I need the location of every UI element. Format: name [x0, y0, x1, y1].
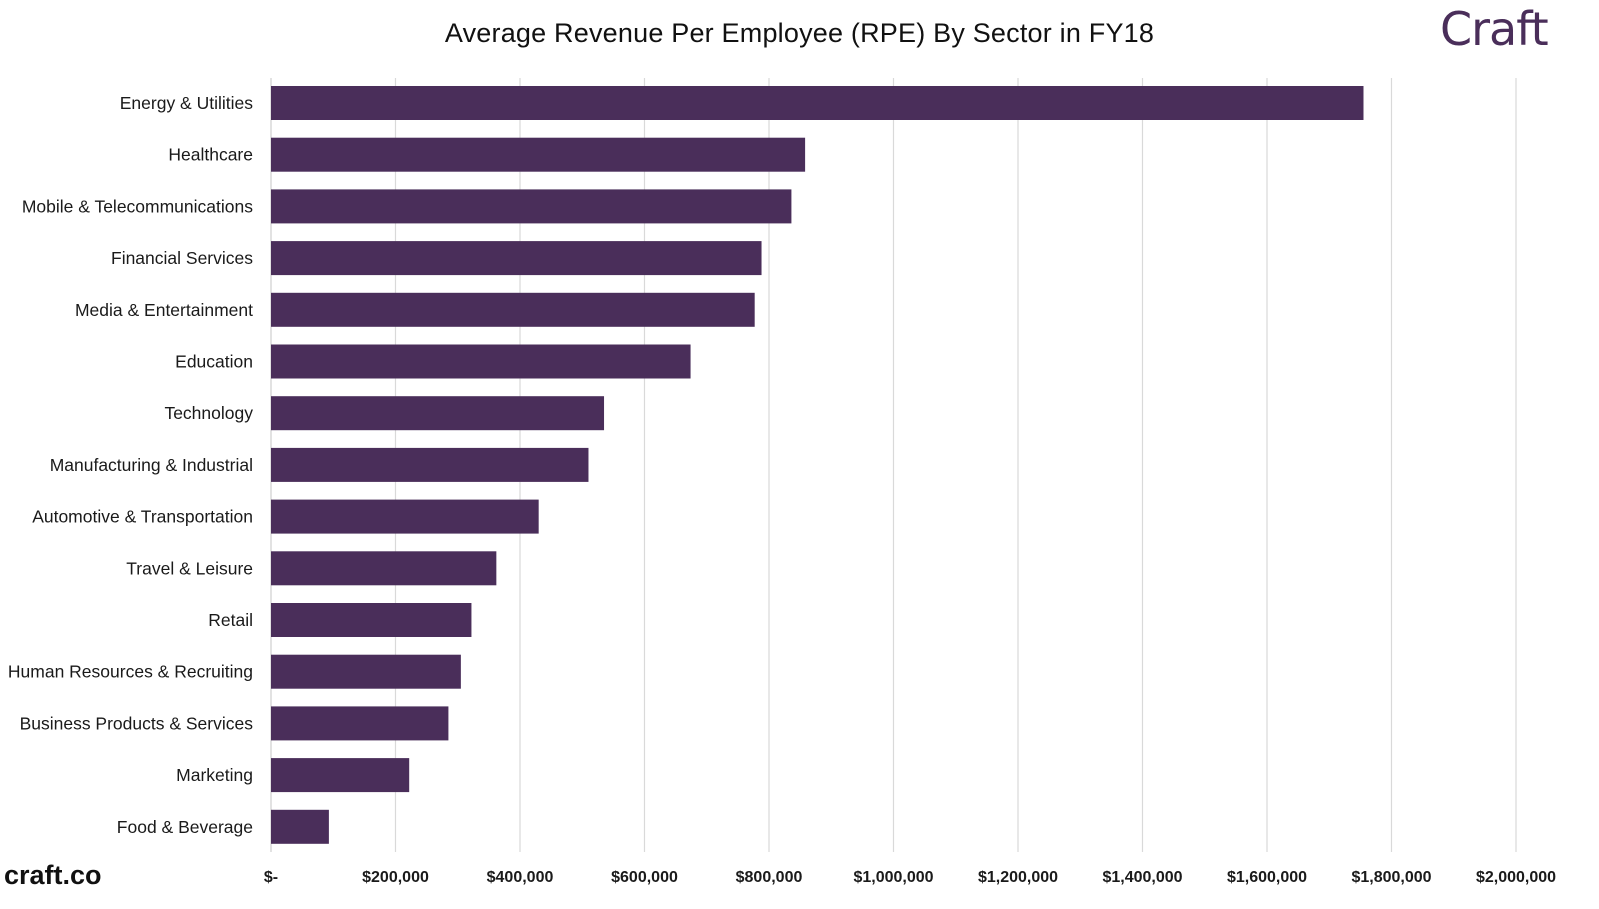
- x-tick-label: $2,000,000: [1476, 869, 1556, 886]
- category-label: Education: [175, 352, 253, 372]
- bar: [271, 706, 449, 741]
- x-tick-label: $-: [264, 869, 278, 886]
- category-label: Human Resources & Recruiting: [8, 662, 253, 682]
- category-label: Retail: [208, 610, 253, 630]
- bar: [271, 654, 461, 689]
- bar: [271, 447, 589, 482]
- bar: [271, 758, 410, 793]
- category-label: Media & Entertainment: [75, 300, 253, 320]
- category-label: Technology: [164, 403, 253, 423]
- category-label: Manufacturing & Industrial: [50, 455, 253, 475]
- x-axis-tick-labels: $- $200,000 $400,000 $600,000 $800,000 $1,000…: [264, 869, 1556, 886]
- bar: [271, 189, 792, 224]
- x-tick-label: $1,200,000: [978, 869, 1058, 886]
- bar: [271, 86, 1364, 120]
- x-tick-label: $600,000: [611, 869, 678, 886]
- category-label: Healthcare: [168, 145, 253, 165]
- x-tick-label: $1,800,000: [1351, 869, 1431, 886]
- bar: [271, 809, 329, 844]
- x-tick-label: $1,600,000: [1227, 869, 1307, 886]
- category-label: Energy & Utilities: [120, 93, 253, 113]
- bar: [271, 292, 755, 327]
- x-tick-label: $1,000,000: [853, 869, 933, 886]
- category-label: Travel & Leisure: [126, 558, 253, 578]
- craft-site-footer: craft.co: [4, 860, 102, 890]
- craft-logo: Craft: [1440, 2, 1549, 56]
- bars: [271, 86, 1364, 844]
- category-label: Food & Beverage: [117, 817, 253, 837]
- x-tick-label: $400,000: [487, 869, 554, 886]
- category-label: Financial Services: [111, 248, 253, 268]
- bar: [271, 603, 472, 637]
- category-label: Automotive & Transportation: [32, 507, 253, 527]
- category-labels: Energy & Utilities Healthcare Mobile & Tel…: [8, 93, 253, 837]
- category-label: Mobile & Telecommunications: [22, 196, 253, 216]
- bar: [271, 137, 806, 172]
- chart-title: Average Revenue Per Employee (RPE) By Se…: [444, 18, 1155, 48]
- x-tick-label: $1,400,000: [1102, 869, 1182, 886]
- bar: [271, 499, 539, 534]
- category-label: Marketing: [176, 765, 253, 785]
- x-tick-label: $200,000: [362, 869, 429, 886]
- bar: [271, 241, 762, 276]
- bar: [271, 551, 497, 586]
- x-tick-label: $800,000: [736, 869, 803, 886]
- category-label: Business Products & Services: [20, 713, 254, 733]
- bar: [271, 396, 605, 431]
- bar: [271, 344, 691, 379]
